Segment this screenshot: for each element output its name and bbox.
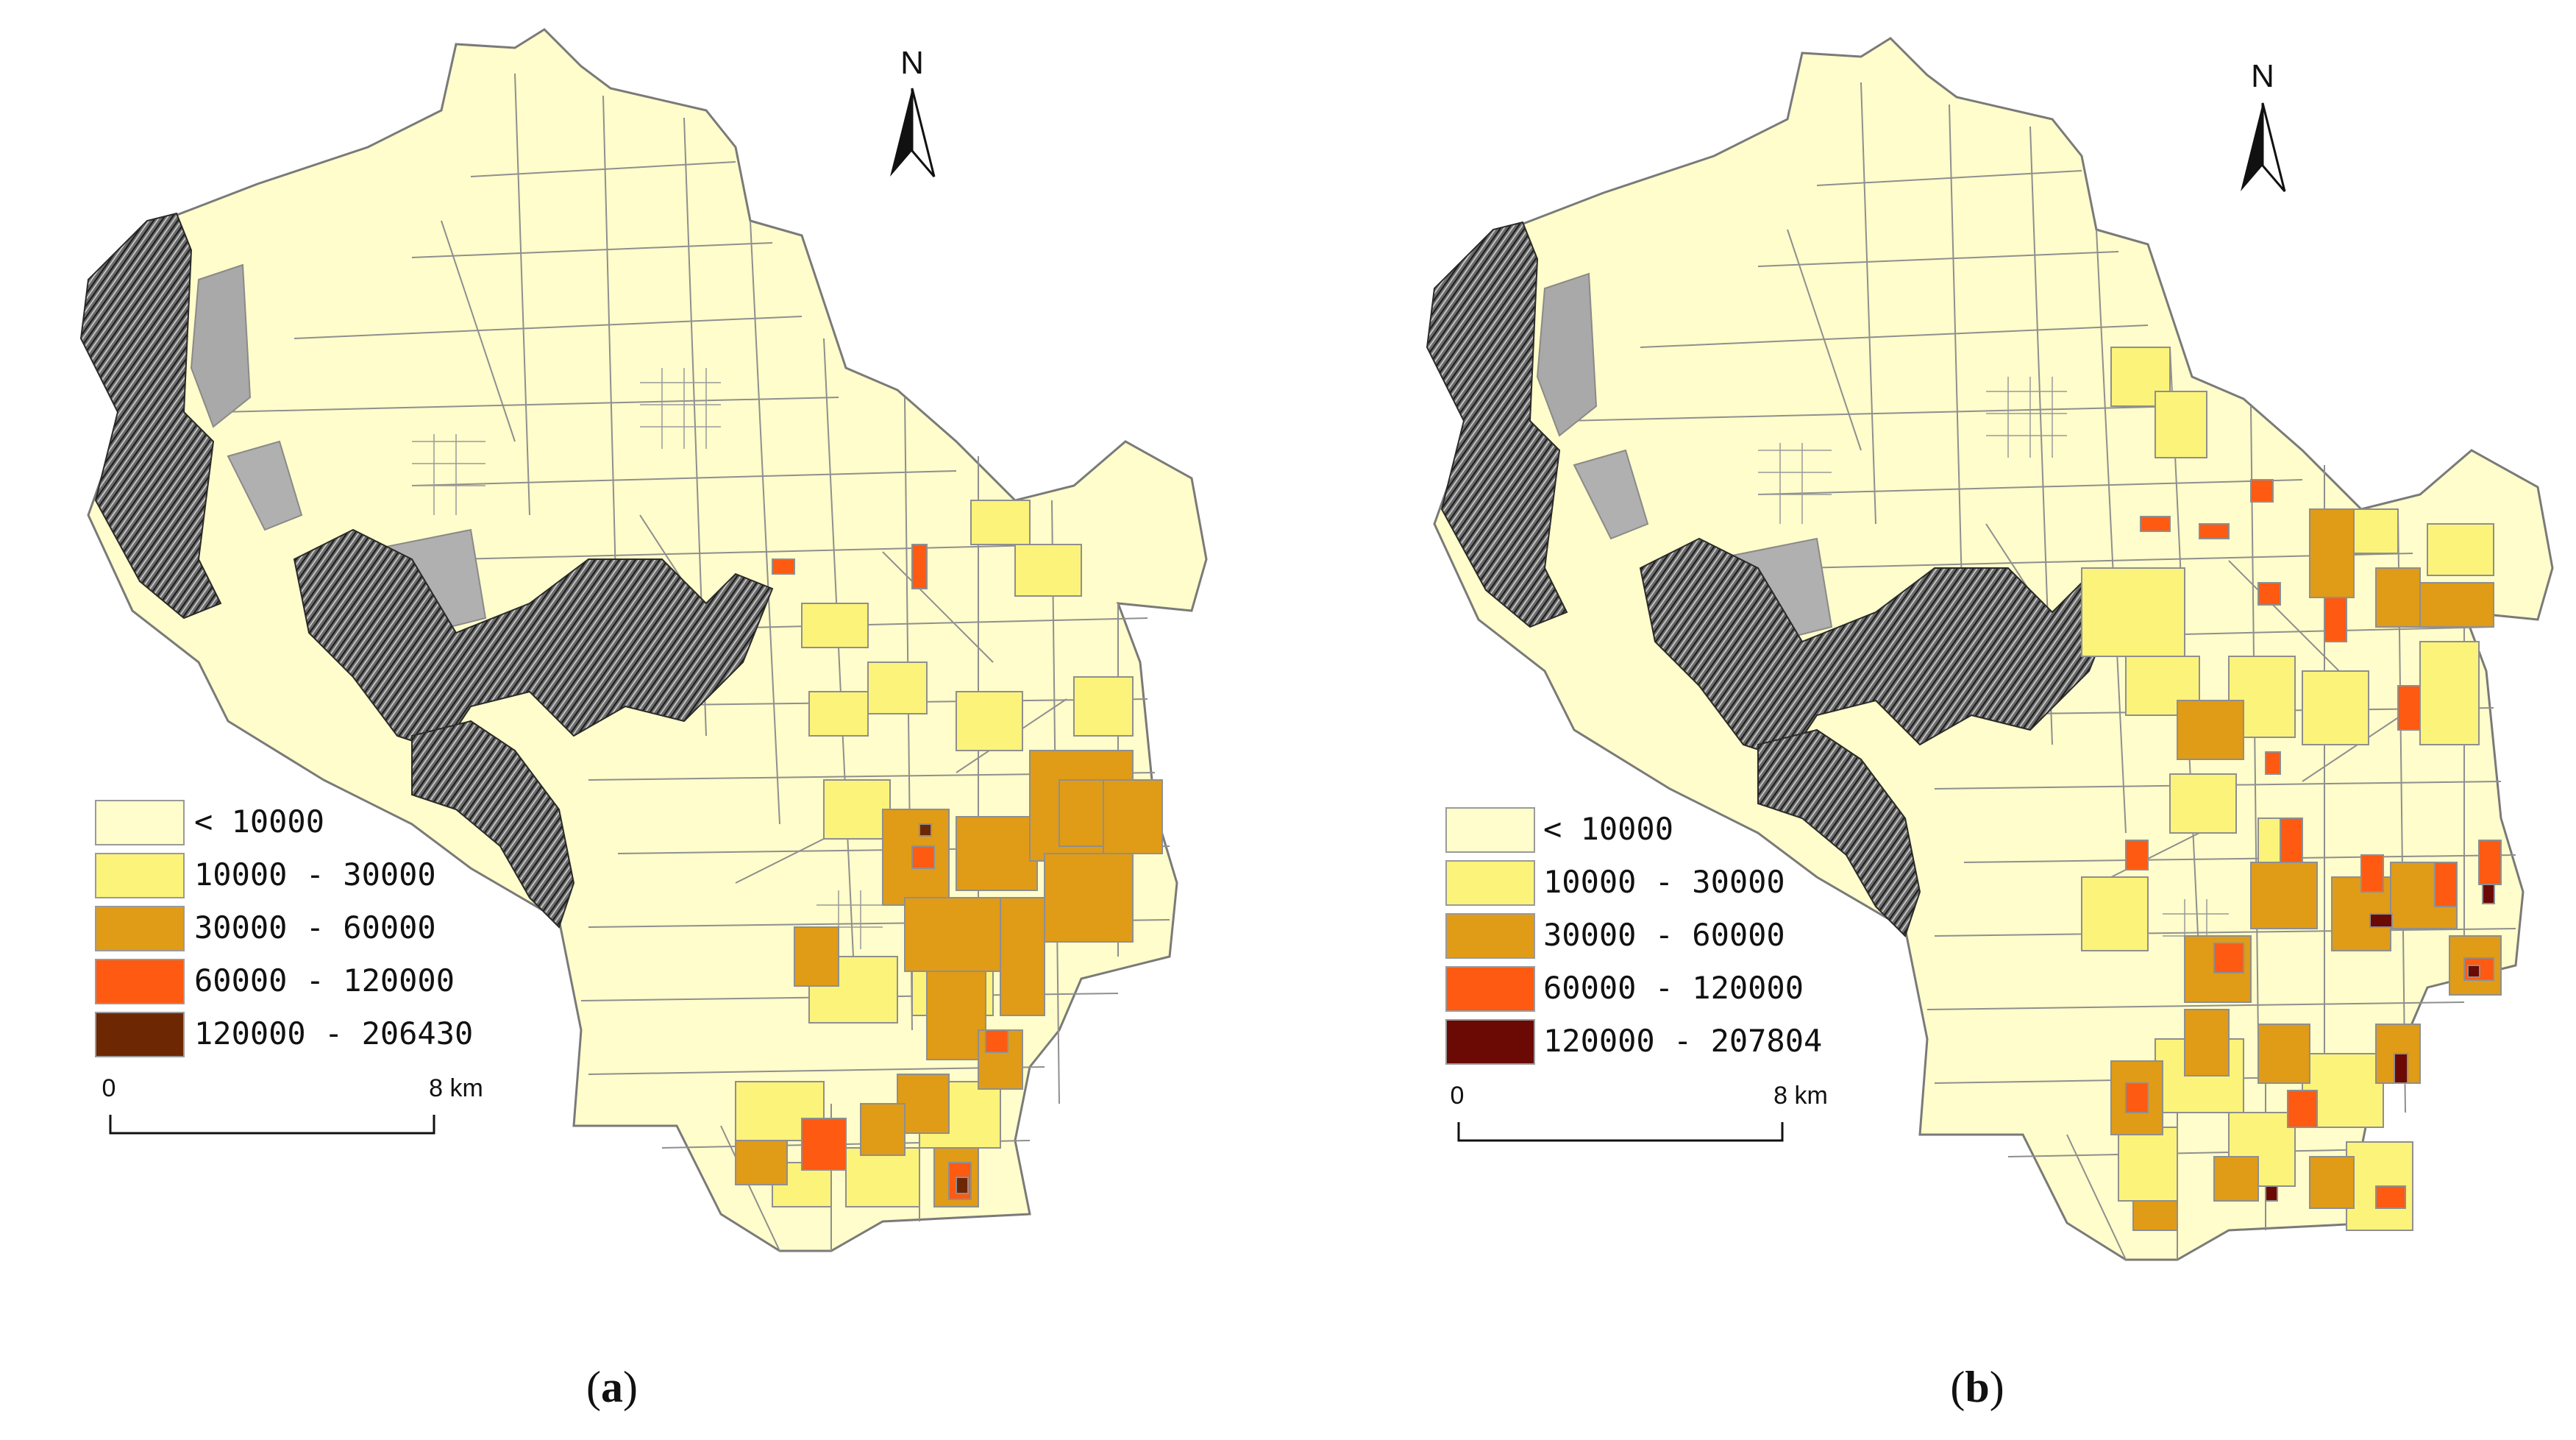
panel-b-north-arrow-icon: N — [2241, 58, 2286, 192]
panel-b-legend-item: 60000 - 120000 — [1445, 966, 1804, 1012]
panel-b-legend-label: 60000 - 120000 — [1543, 970, 1804, 1006]
panel-a-legend-label: 60000 - 120000 — [194, 962, 455, 999]
panel-b-legend-label: 10000 - 30000 — [1543, 864, 1785, 900]
panel-a-legend-item: 30000 - 60000 — [95, 906, 436, 951]
panel-a: N < 10000 10000 - 30000 30000 - 60000 60… — [79, 28, 1208, 1411]
panel-a-legend-swatch — [95, 959, 185, 1004]
panel-b-scale-start: 0 — [1451, 1082, 1465, 1110]
panel-a-legend-swatch — [95, 906, 185, 951]
panel-a-legend-label: 30000 - 60000 — [194, 909, 436, 946]
panel-b-scale-end: 8 km — [1773, 1082, 1828, 1110]
panel-b-legend-item: < 10000 — [1445, 807, 1673, 853]
panel-b-legend-label: 120000 - 207804 — [1543, 1023, 1822, 1059]
panel-b-legend-swatch — [1445, 913, 1535, 959]
panel-b-caption: (b) — [1950, 1363, 2004, 1411]
panel-a-caption: (a) — [586, 1363, 638, 1411]
panel-a-legend-item: < 10000 — [95, 800, 324, 845]
panel-b-legend-swatch — [1445, 807, 1535, 853]
panel-b-choropleth — [2081, 347, 2502, 1231]
panel-b-legend-swatch — [1445, 966, 1535, 1012]
panel-a-legend-item: 120000 - 206430 — [95, 1012, 473, 1057]
panel-a-scale-start: 0 — [102, 1074, 116, 1102]
panel-a-legend-item: 10000 - 30000 — [95, 853, 436, 898]
panel-a-legend-swatch — [95, 853, 185, 898]
panel-a-legend-swatch — [95, 1012, 185, 1057]
panel-a-legend-label: 10000 - 30000 — [194, 856, 436, 893]
panel-b-legend-swatch — [1445, 1019, 1535, 1065]
panel-b-scale-bar: 0 8 km — [1451, 1082, 1828, 1142]
panel-a-north-arrow-icon: N — [890, 45, 936, 177]
panel-b-north-label: N — [2251, 58, 2274, 94]
panel-a-north-label: N — [900, 45, 924, 81]
panel-b-legend: < 10000 10000 - 30000 30000 - 60000 6000… — [1445, 807, 1822, 1065]
panel-b-legend-swatch — [1445, 860, 1535, 906]
panel-a-basemap — [79, 28, 1208, 1252]
panel-b-legend-label: 30000 - 60000 — [1543, 917, 1785, 953]
panel-a-legend-item: 60000 - 120000 — [95, 959, 455, 1004]
panel-b-legend-label: < 10000 — [1543, 811, 1673, 847]
panel-a-legend: < 10000 10000 - 30000 30000 - 60000 6000… — [95, 800, 473, 1057]
panel-a-legend-label: < 10000 — [194, 804, 324, 840]
panel-a-scale-end: 8 km — [429, 1074, 483, 1102]
panel-b-legend-item: 30000 - 60000 — [1445, 913, 1785, 959]
panel-b-legend-item: 10000 - 30000 — [1445, 860, 1785, 906]
panel-b: N < 10000 10000 - 30000 30000 - 60000 60… — [1426, 37, 2554, 1411]
panel-b-legend-item: 120000 - 207804 — [1445, 1019, 1822, 1065]
panel-a-legend-swatch — [95, 800, 185, 845]
panel-a-choropleth — [735, 500, 1163, 1207]
panel-a-scale-bar: 0 8 km — [102, 1074, 483, 1135]
panel-a-legend-label: 120000 - 206430 — [194, 1015, 473, 1051]
